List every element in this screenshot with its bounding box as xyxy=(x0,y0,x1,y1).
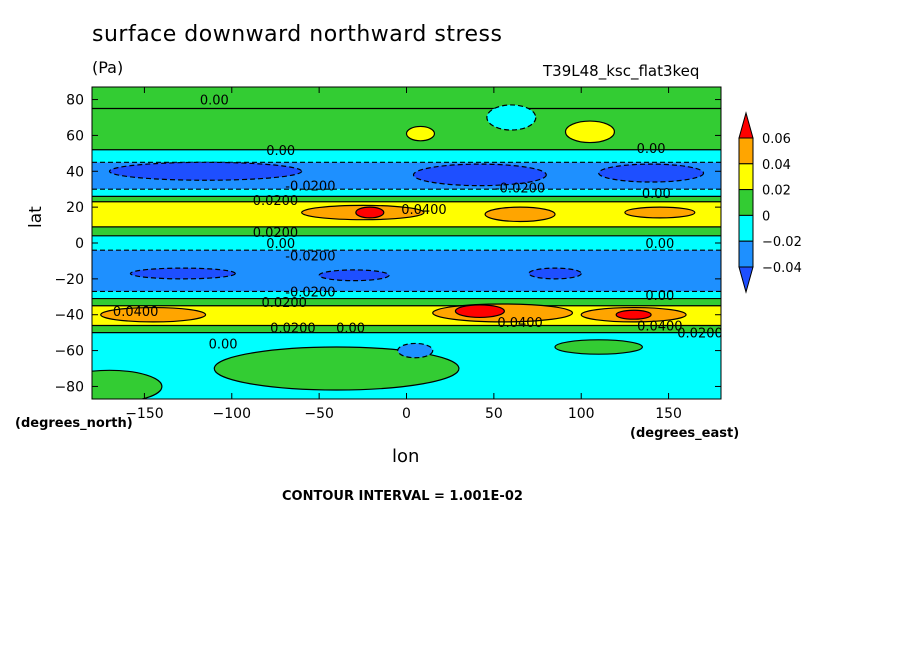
contour-label: 0.00 xyxy=(266,144,295,159)
contour-blob xyxy=(213,346,460,391)
contour-label: -0.0200 xyxy=(285,250,335,265)
contour-blob xyxy=(564,120,616,144)
contour-blob xyxy=(108,161,303,181)
band-fill xyxy=(92,298,721,306)
colorbar-label: −0.02 xyxy=(762,235,802,250)
colorbar-segment xyxy=(738,111,754,139)
contour-blob xyxy=(318,269,390,282)
colorbar: 0.06 0.04 0.02 0 −0.02 −0.04 xyxy=(738,111,802,294)
contour-label: 0.0200 xyxy=(261,296,307,311)
contour-label: -0.0200 xyxy=(495,181,545,196)
band-fill xyxy=(92,108,721,150)
contour-label: 0.0200 xyxy=(677,327,723,342)
contour-blob xyxy=(598,163,705,183)
colorbar-segment xyxy=(738,240,754,268)
x-tick-label: −150 xyxy=(125,406,163,422)
contour-label: -0.0200 xyxy=(285,285,335,300)
band-fill xyxy=(92,87,721,109)
band-fill xyxy=(92,226,721,236)
x-tick-label: −100 xyxy=(213,406,251,422)
band-fill xyxy=(92,235,721,251)
x-axis-label: lon xyxy=(392,446,420,467)
y-tick-label: −60 xyxy=(54,344,84,360)
contour-label: 0.00 xyxy=(266,237,295,252)
contour-label: 0.0400 xyxy=(113,305,159,320)
contour-blob xyxy=(412,163,547,187)
colorbar-segment xyxy=(738,214,754,242)
contour-label: 0.0400 xyxy=(401,203,447,218)
contour-label: 0.00 xyxy=(642,187,671,202)
x-tick-label: −50 xyxy=(304,406,334,422)
contour-label: -0.0200 xyxy=(285,180,335,195)
colorbar-label: 0 xyxy=(762,209,770,224)
units-label: (Pa) xyxy=(92,58,124,77)
contour-blob xyxy=(528,267,582,280)
x-tick-label: 100 xyxy=(568,406,595,422)
contour-label: 0.00 xyxy=(336,321,365,336)
contour-label: 0.00 xyxy=(209,337,238,352)
colorbar-label: 0.06 xyxy=(762,132,791,147)
x-tick-label: 50 xyxy=(485,406,503,422)
y-tick-label: −20 xyxy=(54,272,84,288)
contour-blob xyxy=(615,309,652,320)
contour-blob xyxy=(355,206,385,219)
band-fill xyxy=(92,291,721,299)
dataset-label: T39L48_ksc_flat3keq xyxy=(543,62,700,80)
contour-label: 0.0200 xyxy=(253,194,299,209)
band-fill xyxy=(92,149,721,163)
contour-blob xyxy=(397,342,434,359)
y-tick-label: 20 xyxy=(66,200,84,216)
colorbar-label: 0.04 xyxy=(762,158,791,173)
contour-blob xyxy=(484,206,556,223)
band-fill xyxy=(92,189,721,197)
y-tick-label: −80 xyxy=(54,379,84,395)
plot-area: 0.000.00-0.02000.02000.0400-0.02000.000.… xyxy=(92,87,723,399)
contour-blob xyxy=(486,104,537,131)
y-tick-label: 80 xyxy=(66,93,84,109)
colorbar-label: −0.04 xyxy=(762,261,802,276)
contour-blob xyxy=(405,125,436,142)
band-fill xyxy=(92,196,721,202)
colorbar-segment xyxy=(738,189,754,216)
chart-title: surface downward northward stress xyxy=(92,22,503,47)
contour-label: 0.00 xyxy=(645,237,674,252)
contour-blob xyxy=(624,206,696,219)
x-units-note: (degrees_east) xyxy=(630,426,740,441)
x-tick-label: 0 xyxy=(402,406,411,422)
colorbar-segment xyxy=(738,137,754,165)
y-tick-label: 40 xyxy=(66,164,84,180)
x-tick-label: 150 xyxy=(655,406,682,422)
y-units-note: (degrees_north) xyxy=(15,416,133,431)
contour-blob xyxy=(100,306,207,323)
y-tick-label: 60 xyxy=(66,128,84,144)
contour-blob xyxy=(129,267,236,280)
y-tick-label: −40 xyxy=(54,308,84,324)
contour-label: 0.00 xyxy=(637,142,666,157)
contour-label: 0.0400 xyxy=(497,316,543,331)
colorbar-label: 0.02 xyxy=(762,184,791,199)
contour-label: 0.00 xyxy=(645,289,674,304)
contour-label: 0.0400 xyxy=(637,319,683,334)
contour-blob xyxy=(454,304,505,319)
contour-interval-label: CONTOUR INTERVAL = 1.001E-02 xyxy=(282,489,523,504)
contour-label: 0.0200 xyxy=(270,321,316,336)
contour-label: 0.0200 xyxy=(253,226,299,241)
y-tick-label: 0 xyxy=(75,236,84,252)
colorbar-segment xyxy=(738,163,754,191)
contour-label: 0.00 xyxy=(200,94,229,109)
contour-blob xyxy=(92,369,163,399)
colorbar-segment xyxy=(738,266,754,294)
band-fill xyxy=(92,325,721,333)
axes: −150 −100 −50 0 50 100 150 −80 −60 −40 −20 0 20 40 60 8… xyxy=(54,87,721,422)
contour-blob xyxy=(554,339,643,355)
